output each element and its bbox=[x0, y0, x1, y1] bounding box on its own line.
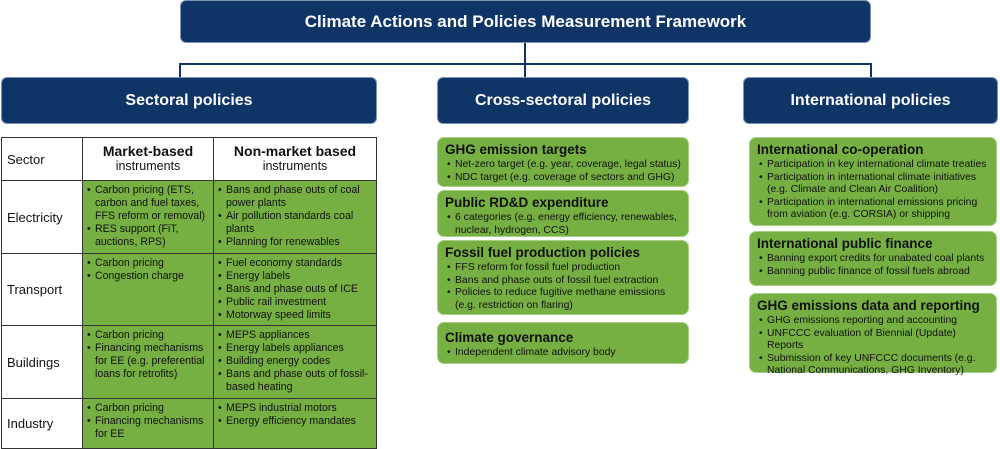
list-item: Financing mechanisms for EE (e.g. prefer… bbox=[87, 342, 209, 381]
list-item: Congestion charge bbox=[87, 270, 209, 283]
non-market-based-header: Non-market based instruments bbox=[213, 137, 377, 181]
list-item: Participation in key international clima… bbox=[759, 159, 990, 172]
list-item: Independent climate advisory body bbox=[447, 347, 682, 360]
market-based-subtitle: instruments bbox=[115, 159, 181, 173]
industry-nonmarket-cell: MEPS industrial motors Energy efficiency… bbox=[213, 398, 377, 449]
list-item: Submission of key UNFCCC documents (e.g.… bbox=[759, 353, 990, 378]
list-item: 6 categories (e.g. energy efficiency, re… bbox=[447, 212, 682, 237]
list-item: Financing mechanisms for EE bbox=[87, 415, 209, 441]
transport-nonmarket-cell: Fuel economy standards Energy labels Ban… bbox=[213, 253, 377, 326]
international-policies-header: International policies bbox=[743, 77, 998, 124]
box-title: International public finance bbox=[757, 236, 933, 251]
list-item: Planning for renewables bbox=[218, 236, 372, 249]
list-item: Participation in international emissions… bbox=[759, 197, 990, 222]
list-item: Carbon pricing bbox=[87, 329, 209, 342]
list-item: Public rail investment bbox=[218, 296, 372, 309]
list-item: Policies to reduce fugitive methane emis… bbox=[447, 287, 682, 312]
sector-transport: Transport bbox=[1, 253, 83, 326]
list-item: Energy efficiency mandates bbox=[218, 415, 372, 428]
list-item: Carbon pricing (ETS, carbon and fuel tax… bbox=[87, 184, 209, 223]
list-item: Net-zero target (e.g. year, coverage, le… bbox=[447, 159, 682, 172]
box-title: GHG emission targets bbox=[445, 142, 587, 157]
electricity-nonmarket-cell: Bans and phase outs of coal power plants… bbox=[213, 180, 377, 254]
box-title: GHG emissions data and reporting bbox=[757, 298, 980, 313]
list-item: GHG emissions reporting and accounting bbox=[759, 315, 990, 328]
sector-column-header: Sector bbox=[1, 137, 83, 181]
list-item: Energy labels bbox=[218, 270, 372, 283]
sectoral-policies-table: Sector Market-based instruments Non-mark… bbox=[1, 137, 377, 449]
list-item: UNFCCC evaluation of Biennial (Update) R… bbox=[759, 328, 990, 353]
sector-buildings: Buildings bbox=[1, 325, 83, 399]
buildings-market-cell: Carbon pricing Financing mechanisms for … bbox=[82, 325, 214, 399]
box-title: International co-operation bbox=[757, 142, 924, 157]
list-item: Air pollution standards coal plants bbox=[218, 210, 372, 236]
electricity-market-cell: Carbon pricing (ETS, carbon and fuel tax… bbox=[82, 180, 214, 254]
cross-sectoral-policies-header: Cross-sectoral policies bbox=[437, 77, 689, 124]
list-item: NDC target (e.g. coverage of sectors and… bbox=[447, 172, 682, 185]
connector-middle bbox=[524, 63, 526, 77]
ghg-emissions-data-reporting-box: GHG emissions data and reporting GHG emi… bbox=[749, 293, 997, 376]
international-cooperation-box: International co-operation Participation… bbox=[749, 137, 997, 226]
list-item: Energy labels appliances bbox=[218, 342, 372, 355]
connector-vertical-title bbox=[524, 43, 526, 64]
list-item: Bans and phase outs of fossil fuel extra… bbox=[447, 275, 682, 288]
list-item: Bans and phase outs of fossil-based heat… bbox=[218, 368, 372, 394]
box-title: Climate governance bbox=[445, 330, 574, 345]
sectoral-policies-header: Sectoral policies bbox=[1, 77, 377, 124]
industry-market-cell: Carbon pricing Financing mechanisms for … bbox=[82, 398, 214, 449]
list-item: Fuel economy standards bbox=[218, 257, 372, 270]
connector-right bbox=[870, 63, 872, 77]
sector-industry: Industry bbox=[1, 398, 83, 449]
ghg-emission-targets-box: GHG emission targets Net-zero target (e.… bbox=[437, 137, 689, 187]
buildings-nonmarket-cell: MEPS appliances Energy labels appliances… bbox=[213, 325, 377, 399]
list-item: Bans and phase outs of coal power plants bbox=[218, 184, 372, 210]
international-public-finance-box: International public finance Banning exp… bbox=[749, 231, 997, 286]
list-item: Carbon pricing bbox=[87, 257, 209, 270]
box-title: Public RD&D expenditure bbox=[445, 195, 609, 210]
list-item: Building energy codes bbox=[218, 355, 372, 368]
list-item: MEPS industrial motors bbox=[218, 402, 372, 415]
list-item: Banning public finance of fossil fuels a… bbox=[759, 266, 990, 279]
list-item: MEPS appliances bbox=[218, 329, 372, 342]
box-title: Fossil fuel production policies bbox=[445, 245, 641, 260]
sector-electricity: Electricity bbox=[1, 180, 83, 254]
list-item: FFS reform for fossil fuel production bbox=[447, 262, 682, 275]
non-market-based-title: Non-market based bbox=[233, 143, 357, 159]
list-item: Participation in international climate i… bbox=[759, 172, 990, 197]
climate-governance-box: Climate governance Independent climate a… bbox=[437, 322, 689, 364]
market-based-header: Market-based instruments bbox=[82, 137, 214, 181]
list-item: RES support (FiT, auctions, RPS) bbox=[87, 223, 209, 249]
framework-title: Climate Actions and Policies Measurement… bbox=[180, 0, 871, 43]
public-rdd-expenditure-box: Public RD&D expenditure 6 categories (e.… bbox=[437, 190, 689, 237]
transport-market-cell: Carbon pricing Congestion charge bbox=[82, 253, 214, 326]
list-item: Banning export credits for unabated coal… bbox=[759, 253, 990, 266]
connector-left bbox=[179, 63, 181, 77]
non-market-based-subtitle: instruments bbox=[262, 159, 328, 173]
fossil-fuel-production-policies-box: Fossil fuel production policies FFS refo… bbox=[437, 240, 689, 315]
list-item: Bans and phase outs of ICE bbox=[218, 283, 372, 296]
list-item: Carbon pricing bbox=[87, 402, 209, 415]
market-based-title: Market-based bbox=[102, 143, 194, 159]
list-item: Motorway speed limits bbox=[218, 309, 372, 322]
